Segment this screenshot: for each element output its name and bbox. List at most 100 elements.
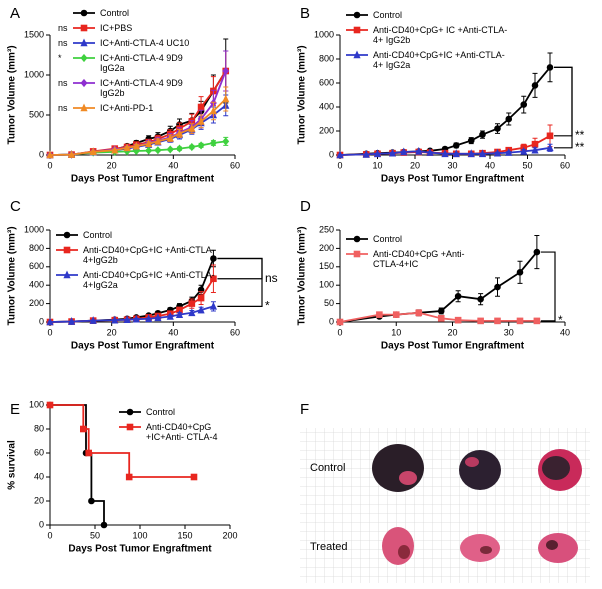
significance-bracket — [554, 66, 573, 137]
photo-row-label: Treated — [310, 541, 348, 553]
y-tick-label: 600 — [29, 261, 44, 271]
marker — [452, 142, 460, 149]
legend-swatch — [119, 423, 141, 431]
tumor-treated — [382, 527, 578, 565]
marker — [209, 106, 217, 115]
marker — [123, 315, 131, 323]
marker — [373, 149, 382, 158]
x-tick-label: 20 — [410, 160, 420, 170]
marker — [145, 314, 153, 323]
y-tick-label: 100 — [319, 280, 334, 290]
legend-entry: Control — [58, 8, 208, 18]
marker — [145, 146, 153, 155]
marker — [520, 101, 528, 108]
legend-significance: ns — [58, 23, 68, 33]
significance-bracket — [217, 257, 263, 280]
panel-label: E — [10, 401, 20, 418]
marker — [209, 301, 217, 310]
marker — [197, 116, 205, 125]
marker — [479, 131, 486, 138]
marker — [426, 148, 434, 156]
marker — [46, 401, 54, 409]
x-tick-label: 20 — [107, 327, 117, 337]
x-tick-label: 40 — [560, 327, 570, 337]
marker — [516, 317, 524, 325]
x-tick-label: 40 — [168, 327, 178, 337]
marker — [392, 311, 400, 318]
legend-entry: Anti-CD40+CpG+ IC +Anti-CTLA-4+ IgG2b — [345, 25, 510, 45]
significance-label: * — [558, 313, 563, 327]
marker — [531, 82, 539, 89]
marker — [197, 305, 205, 314]
marker — [533, 317, 541, 325]
y-tick-label: 1500 — [24, 29, 44, 39]
legend-entry: Anti-CD40+CpG +Anti-CTLA-4+IC — [345, 249, 485, 269]
legend-label: Anti-CD40+CpG+IC +Anti-CTLA-4+IgG2a — [83, 270, 215, 290]
marker — [336, 150, 344, 159]
x-tick-label: 0 — [47, 530, 52, 540]
marker — [477, 317, 484, 325]
marker — [546, 143, 554, 152]
marker — [336, 318, 344, 326]
marker — [132, 314, 140, 323]
marker — [197, 294, 205, 302]
marker — [154, 136, 162, 145]
legend-entry: Control — [345, 10, 510, 20]
x-tick-label: 40 — [485, 160, 495, 170]
series-line — [339, 311, 537, 323]
marker — [516, 269, 524, 276]
legend-label: IC+Anti-CTLA-4 9D9 IgG2a — [100, 53, 183, 73]
significance-label: ** — [575, 140, 585, 154]
y-tick-label: 100 — [29, 399, 44, 409]
legend-swatch — [56, 270, 78, 279]
marker — [505, 115, 513, 123]
marker — [145, 139, 153, 148]
legend-label: IC+Anti-CTLA-4 9D9 IgG2b — [100, 78, 183, 98]
marker — [188, 308, 196, 317]
legend-entry: Anti-CD40+CpG +IC+Anti- CTLA-4 — [118, 422, 226, 442]
legend-label: IC+PBS — [100, 23, 133, 33]
marker — [154, 313, 162, 322]
marker — [175, 128, 184, 137]
marker — [111, 145, 119, 154]
legend-label: Anti-CD40+CpG +IC+Anti- CTLA-4 — [146, 422, 218, 442]
marker — [154, 146, 162, 155]
marker — [531, 145, 539, 154]
marker — [126, 423, 134, 431]
y-tick-label: 60 — [34, 447, 44, 457]
marker — [441, 149, 449, 158]
marker — [89, 316, 97, 324]
legend-swatch — [73, 38, 95, 47]
legend-label: Control — [83, 230, 113, 240]
x-axis-title: Days Post Tumor Engraftment — [68, 544, 212, 555]
marker — [467, 149, 475, 158]
y-tick-label: 150 — [319, 261, 334, 271]
legend-swatch — [346, 26, 368, 34]
marker — [188, 300, 196, 307]
y-axis-title: Tumor Volume (mm³) — [297, 226, 308, 325]
legend-entry: ns IC+Anti-CTLA-4 UC10 — [58, 38, 208, 48]
series-line — [339, 66, 551, 156]
marker — [209, 138, 217, 148]
marker — [89, 147, 97, 156]
legend-label: Anti-CD40+CpG+ IC +Anti-CTLA-4+ IgG2b — [373, 25, 508, 45]
legend-label: Control — [373, 10, 403, 20]
legend-swatch — [346, 250, 368, 258]
legend-entry: Anti-CD40+CpG+IC +Anti-CTLA-4+ IgG2a — [345, 50, 510, 70]
marker — [166, 311, 174, 320]
legend-swatch — [73, 9, 95, 17]
survival-step — [88, 452, 131, 477]
marker — [176, 144, 183, 153]
marker — [188, 124, 196, 132]
y-tick-label: 500 — [29, 109, 44, 119]
legend-swatch — [56, 231, 78, 239]
x-tick-label: 100 — [132, 530, 147, 540]
marker — [353, 11, 361, 19]
marker — [190, 473, 198, 481]
marker — [188, 142, 196, 152]
legend-significance: ns — [58, 78, 68, 88]
marker — [68, 317, 76, 325]
y-tick-label: 200 — [319, 125, 334, 135]
marker — [415, 146, 423, 155]
marker — [437, 307, 445, 315]
